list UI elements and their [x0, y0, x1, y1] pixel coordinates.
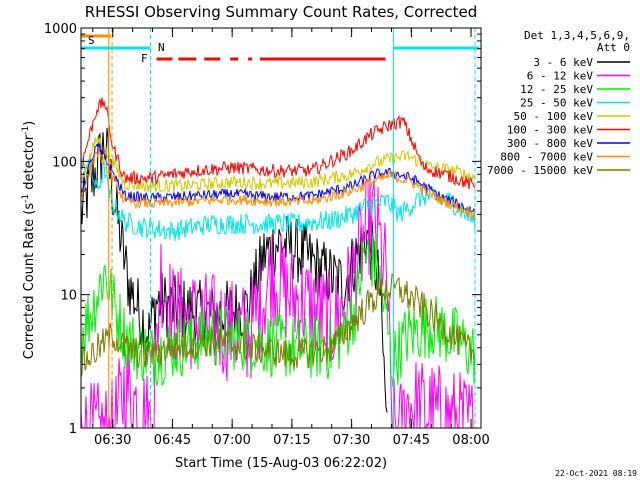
legend-label-7: 800 - 7000 keV — [500, 151, 593, 164]
series-layer — [80, 97, 476, 430]
series-line-3 — [80, 155, 476, 242]
x-tick-label-5: 07:45 — [393, 433, 430, 448]
legend-label-0: 3 - 6 keV — [533, 56, 593, 69]
series-line-0 — [80, 127, 388, 413]
legend-label-4: 50 - 100 keV — [514, 110, 594, 123]
flare-flag-label: F — [141, 52, 148, 65]
chart-title: RHESSI Observing Summary Count Rates, Co… — [85, 3, 478, 21]
legend-label-1: 6 - 12 keV — [527, 70, 594, 83]
y-label-mid: detector — [22, 134, 37, 194]
y-label-exp2: -1 — [21, 126, 31, 135]
legend-label-6: 300 - 800 keV — [507, 137, 593, 150]
x-tick-label-6: 08:00 — [452, 433, 489, 448]
x-tick-label-3: 07:15 — [273, 433, 310, 448]
y-label-end: ) — [22, 121, 37, 126]
legend-header-line1: Det 1,3,4,5,6,9, — [524, 29, 630, 42]
axes: 1 10 100 1000 06:30 06:45 07:00 07:15 07:30 07:45… — [44, 22, 490, 448]
footer-date: 22-Oct-2021 08:19 — [555, 469, 637, 478]
y-axis-label: Corrected Count Rate (s-1 detector-1) — [21, 121, 37, 359]
legend-header-line2: Att 0 — [597, 41, 630, 54]
x-axis-label: Start Time (15-Aug-03 06:22:02) — [175, 456, 387, 471]
x-tick-label-2: 07:00 — [213, 433, 250, 448]
legend-label-3: 25 - 50 keV — [520, 97, 593, 110]
x-tick-label-1: 06:45 — [154, 433, 191, 448]
series-line-5 — [80, 97, 476, 190]
y-label-main: Corrected Count Rate (s — [22, 203, 37, 360]
y-tick-label-1: 10 — [60, 289, 77, 304]
series-line-1 — [80, 170, 475, 430]
legend-label-5: 100 - 300 keV — [507, 124, 593, 137]
y-tick-label-2: 100 — [52, 155, 77, 170]
night-flag-label: N — [158, 41, 165, 54]
plot-frame — [80, 27, 482, 429]
y-tick-label-0: 1 — [69, 422, 77, 437]
x-tick-label-0: 06:30 — [94, 433, 131, 448]
saa-flag-label: S — [88, 34, 95, 47]
flag-bars: S NF — [81, 34, 480, 65]
series-line-8 — [80, 273, 476, 378]
legend-label-2: 12 - 25 keV — [520, 83, 593, 96]
y-tick-label-3: 1000 — [44, 22, 77, 37]
x-tick-label-4: 07:30 — [333, 433, 370, 448]
series-line-7 — [80, 148, 476, 220]
legend-label-8: 7000 - 15000 keV — [487, 164, 593, 177]
y-label-exp1: -1 — [21, 194, 31, 203]
vertical-markers — [108, 28, 476, 428]
